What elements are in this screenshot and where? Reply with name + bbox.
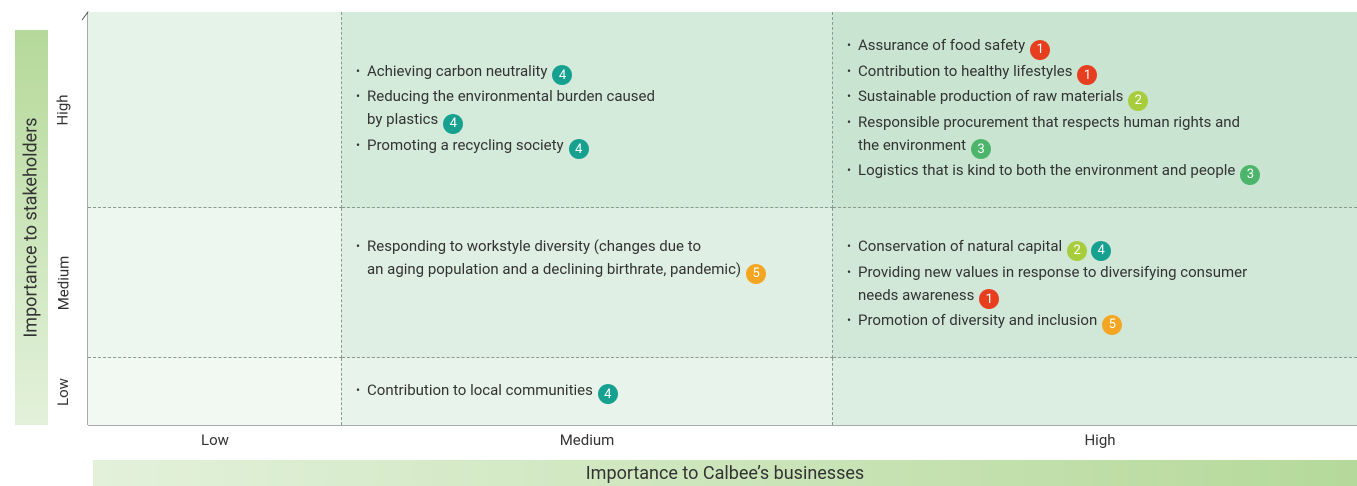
matrix-item: Logistics that is kind to both the envir… — [847, 159, 1357, 185]
item-line: by plastics 4 — [367, 108, 832, 134]
column-label: Medium — [559, 431, 615, 449]
badge: 4 — [597, 384, 618, 405]
item-line: needs awareness 1 — [858, 284, 1357, 309]
matrix-item: Responding to workstyle diversity (chang… — [356, 235, 832, 284]
badge: 4 — [443, 113, 464, 134]
row-label: Medium — [54, 255, 72, 311]
item-text: by plastics — [367, 110, 439, 129]
item-line: Reducing the environmental burden caused — [367, 85, 832, 108]
matrix-item: Responsible procurement that respects hu… — [847, 111, 1357, 160]
item-text: Contribution to local communities — [367, 380, 593, 399]
row-label: High — [54, 94, 73, 126]
item-line: the environment 3 — [858, 134, 1357, 160]
matrix-cell: Conservation of natural capital24Providi… — [833, 208, 1357, 358]
matrix-cell: Assurance of food safety1Contribution to… — [833, 12, 1357, 208]
x-axis-label: Importance to Calbee’s businesses — [585, 462, 865, 484]
item-text: needs awareness — [858, 285, 975, 304]
matrix-cell — [88, 358, 342, 425]
matrix-cell: Achieving carbon neutrality4Reducing the… — [342, 12, 833, 208]
badge: 4 — [1091, 240, 1112, 261]
item-line: an aging population and a declining birt… — [367, 258, 832, 284]
item-text: Assurance of food safety — [858, 36, 1026, 55]
badge: 5 — [1102, 314, 1123, 335]
item-text: an aging population and a declining birt… — [367, 260, 742, 278]
matrix-cell — [88, 208, 342, 358]
item-text: Reducing the environmental burden caused — [367, 87, 655, 106]
badge: 3 — [1240, 164, 1261, 185]
matrix-cell — [833, 358, 1357, 425]
badge: 5 — [746, 263, 767, 284]
item-text: Promotion of diversity and inclusion — [858, 311, 1098, 329]
item-text: Promoting a recycling society — [367, 135, 564, 154]
matrix-cell: Responding to workstyle diversity (chang… — [342, 208, 833, 358]
row-label-wrap: High — [52, 12, 74, 208]
item-text: Achieving carbon neutrality — [367, 61, 548, 80]
row-label-wrap: Low — [52, 358, 74, 425]
badge: 4 — [552, 65, 573, 86]
item-text: the environment — [858, 135, 967, 154]
matrix-cell — [88, 12, 342, 208]
item-text: Responsible procurement that respects hu… — [858, 112, 1241, 131]
item-text: Responding to workstyle diversity (chang… — [367, 237, 702, 255]
matrix-item: Providing new values in response to dive… — [847, 261, 1357, 309]
column-label: High — [1084, 431, 1116, 449]
item-text: Providing new values in response to dive… — [858, 262, 1248, 281]
x-axis-band: Importance to Calbee’s businesses — [93, 460, 1357, 486]
y-axis-band — [15, 30, 48, 425]
row-label: Low — [54, 377, 72, 406]
row-label-wrap: Medium — [52, 208, 74, 358]
item-text: Sustainable production of raw materials — [858, 87, 1124, 106]
item-text: Conservation of natural capital — [858, 237, 1063, 255]
badge: 2 — [1067, 240, 1088, 261]
badge: 1 — [1030, 39, 1051, 60]
item-line: Logistics that is kind to both the envir… — [858, 159, 1357, 185]
badge: 1 — [979, 289, 1000, 309]
item-text: Logistics that is kind to both the envir… — [858, 161, 1236, 180]
item-line: Responding to workstyle diversity (chang… — [367, 235, 832, 258]
item-line: Responsible procurement that respects hu… — [858, 111, 1357, 134]
badge: 3 — [971, 139, 992, 160]
item-text: Contribution to healthy lifestyles — [858, 61, 1073, 80]
badge: 4 — [568, 139, 589, 160]
matrix-item: Reducing the environmental burden caused… — [356, 85, 832, 134]
item-line: Providing new values in response to dive… — [858, 261, 1357, 284]
badge: 2 — [1128, 90, 1149, 111]
badge: 1 — [1077, 65, 1098, 86]
column-label: Low — [201, 431, 229, 449]
